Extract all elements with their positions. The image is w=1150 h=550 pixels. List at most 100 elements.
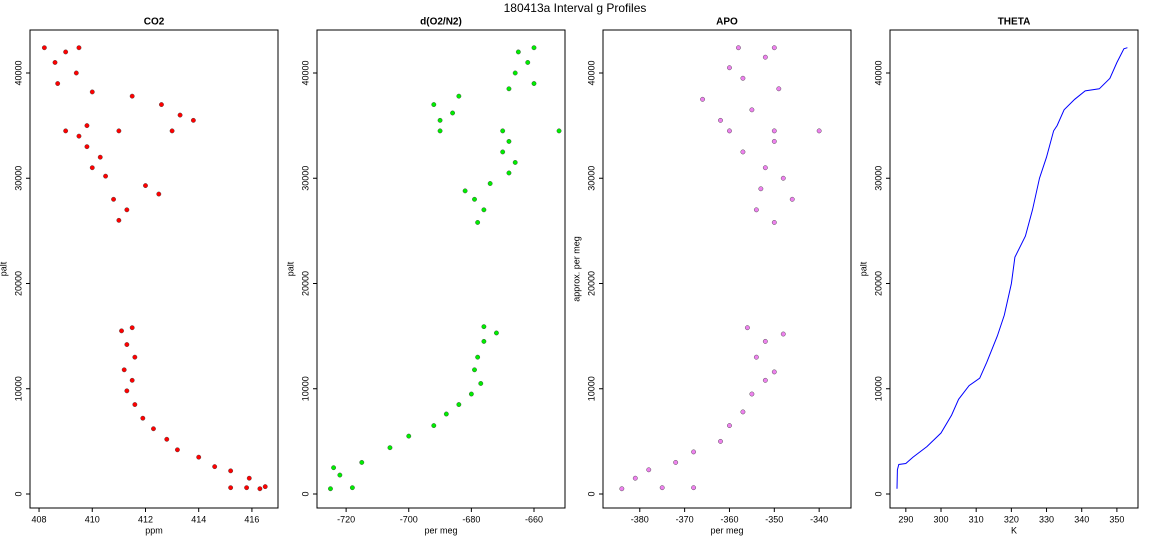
data-point — [771, 139, 777, 144]
data-point — [691, 485, 696, 491]
data-point — [132, 354, 138, 360]
y-axis-label: palt — [858, 261, 868, 276]
data-point — [673, 460, 679, 465]
data-point — [140, 415, 146, 421]
x-axis-label: K — [1011, 525, 1017, 535]
data-point — [515, 49, 521, 55]
plot-frame — [602, 29, 852, 509]
data-point — [129, 93, 135, 99]
panel-title: d(O2/N2) — [420, 17, 462, 28]
panel-title: APO — [716, 17, 738, 28]
x-tick-label: -350 — [765, 514, 783, 524]
y-axis-label: approx. per meg — [571, 236, 581, 302]
data-point — [119, 328, 124, 334]
data-point — [97, 154, 103, 160]
y-tick-label: 10000 — [13, 376, 23, 401]
data-point — [762, 338, 768, 344]
data-point — [556, 128, 562, 134]
data-point — [646, 467, 652, 473]
x-tick-label: 410 — [85, 514, 100, 524]
data-point — [736, 45, 741, 51]
panel: APO per meg approx. per meg -380 -370 -360 -35… — [571, 17, 852, 535]
data-point — [506, 139, 512, 144]
data-point — [740, 409, 746, 415]
data-point — [478, 381, 484, 386]
data-point — [151, 426, 156, 432]
data-point — [762, 54, 768, 60]
x-tick-label: -660 — [525, 514, 543, 524]
x-axis-label: per meg — [424, 525, 457, 535]
data-point — [159, 102, 164, 107]
y-tick-label: 30000 — [13, 166, 23, 191]
data-point — [431, 423, 437, 428]
y-tick-label: 30000 — [873, 166, 883, 191]
data-point — [727, 423, 732, 428]
panel-title: THETA — [998, 17, 1031, 28]
x-tick-label: -700 — [400, 514, 418, 524]
data-point — [718, 438, 723, 444]
data-point — [124, 342, 130, 347]
y-tick-label: 0 — [13, 491, 23, 496]
data-point — [740, 149, 746, 155]
data-point — [771, 220, 777, 225]
data-point — [512, 160, 518, 165]
data-point — [475, 354, 481, 360]
data-point — [494, 330, 499, 336]
y-tick-label: 20000 — [13, 271, 23, 296]
data-point — [359, 460, 365, 465]
x-axis-label: ppm — [145, 525, 163, 535]
data-point — [132, 402, 138, 407]
data-point — [228, 468, 234, 474]
x-tick-label: 416 — [244, 514, 259, 524]
data-point — [481, 338, 487, 344]
data-point — [816, 128, 822, 134]
x-tick-label: 408 — [32, 514, 47, 524]
data-point — [156, 191, 162, 197]
x-tick-label: 414 — [191, 514, 206, 524]
data-point — [143, 183, 148, 189]
data-point — [177, 112, 183, 118]
data-point — [771, 45, 777, 51]
panel: d(O2/N2) per meg palt -720 -700 -680 -660 0 1000… — [285, 17, 566, 535]
x-tick-label: 290 — [898, 514, 913, 524]
data-point — [52, 60, 58, 65]
x-tick-label: 330 — [1039, 514, 1054, 524]
x-tick-label: -340 — [810, 514, 828, 524]
data-point — [487, 181, 493, 186]
y-tick-label: 40000 — [300, 60, 310, 85]
panel: CO2 ppm palt 408 410 412 414 416 0 10000 20000 3000… — [0, 17, 279, 535]
data-point — [111, 196, 116, 202]
x-tick-label: 412 — [138, 514, 153, 524]
data-point — [328, 486, 333, 492]
data-point — [762, 377, 768, 383]
y-tick-label: 30000 — [586, 166, 596, 191]
y-axis-label: palt — [0, 261, 8, 276]
data-point — [169, 128, 175, 134]
data-point — [727, 65, 732, 71]
data-point — [337, 472, 343, 478]
data-point — [525, 60, 531, 65]
x-tick-label: 320 — [1004, 514, 1019, 524]
data-point — [753, 354, 759, 360]
y-tick-label: 20000 — [300, 271, 310, 296]
y-tick-label: 0 — [873, 491, 883, 496]
data-point — [73, 70, 79, 76]
y-tick-label: 10000 — [873, 376, 883, 401]
data-point — [740, 75, 746, 81]
data-point — [103, 173, 108, 179]
x-tick-label: -380 — [631, 514, 649, 524]
data-point — [745, 325, 750, 331]
data-point — [659, 485, 665, 491]
data-point — [244, 485, 250, 491]
data-point — [63, 49, 69, 55]
data-point — [196, 454, 202, 460]
data-point — [500, 149, 506, 155]
data-point — [531, 81, 537, 86]
plot-frame — [889, 29, 1139, 509]
figure-title: 180413a Interval g Profiles — [504, 1, 647, 15]
data-point — [762, 165, 768, 171]
data-point — [437, 117, 443, 123]
data-point — [443, 411, 449, 417]
